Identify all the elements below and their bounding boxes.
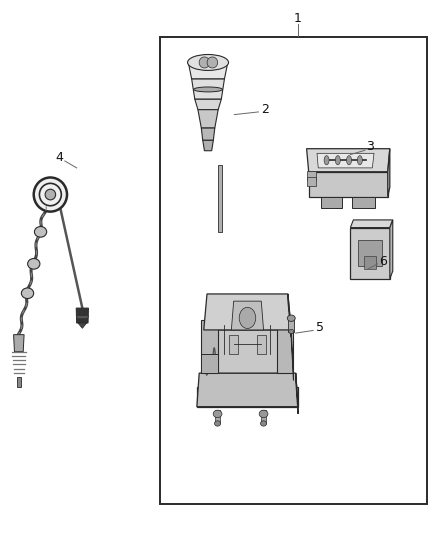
Ellipse shape [187,54,229,70]
Text: 4: 4 [55,151,63,164]
Bar [160,37,427,504]
Ellipse shape [28,259,40,269]
Ellipse shape [213,410,222,418]
Polygon shape [197,373,298,407]
Text: 2: 2 [261,103,269,116]
Text: 6: 6 [379,255,387,268]
Bar [17,377,21,387]
Polygon shape [14,335,24,352]
Polygon shape [350,220,393,228]
Ellipse shape [336,156,340,165]
Ellipse shape [207,57,218,68]
Polygon shape [201,128,215,140]
Polygon shape [309,172,388,197]
Polygon shape [390,220,393,279]
Polygon shape [291,330,293,381]
Polygon shape [76,308,88,323]
Polygon shape [288,294,291,337]
Polygon shape [229,335,238,354]
Polygon shape [195,99,221,110]
Polygon shape [197,387,298,407]
Bar [215,410,220,423]
Ellipse shape [21,288,34,298]
Ellipse shape [261,421,267,426]
Ellipse shape [34,177,67,212]
Text: 5: 5 [316,321,324,334]
Ellipse shape [346,156,352,165]
Polygon shape [358,240,382,266]
Polygon shape [321,197,342,208]
Ellipse shape [259,410,268,418]
Polygon shape [201,320,218,373]
Polygon shape [188,62,228,79]
Polygon shape [307,171,316,180]
Polygon shape [257,335,266,354]
Bar [288,318,294,332]
Ellipse shape [324,156,329,165]
Bar [218,165,222,232]
Polygon shape [388,149,390,197]
Polygon shape [277,320,293,373]
Polygon shape [203,140,213,151]
Polygon shape [307,176,316,186]
Polygon shape [296,373,298,414]
Ellipse shape [35,227,47,237]
Ellipse shape [194,87,223,92]
Polygon shape [350,228,390,279]
Ellipse shape [239,308,256,328]
Ellipse shape [215,421,221,426]
Polygon shape [364,256,376,269]
Text: 1: 1 [294,12,302,25]
Polygon shape [201,330,293,373]
Ellipse shape [357,156,362,165]
Ellipse shape [45,189,56,200]
Polygon shape [231,301,264,330]
Ellipse shape [39,183,61,206]
Ellipse shape [289,329,294,334]
Polygon shape [78,323,87,328]
Polygon shape [192,79,224,99]
Polygon shape [198,110,218,128]
Polygon shape [307,149,390,172]
Text: 3: 3 [366,140,374,153]
Bar [261,410,266,423]
Polygon shape [352,197,375,208]
Polygon shape [201,354,218,373]
Polygon shape [317,154,374,168]
Ellipse shape [199,57,210,68]
Polygon shape [76,316,88,319]
Ellipse shape [287,315,295,321]
Polygon shape [204,294,291,330]
